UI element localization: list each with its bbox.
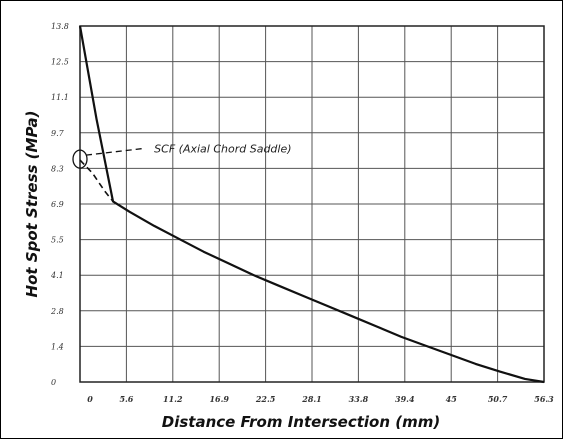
y-tick-label: 0 (51, 378, 56, 387)
annotation-group: SCF (Axial Chord Saddle) (72, 142, 292, 169)
x-tick-label: 28.1 (301, 394, 321, 404)
x-tick-label: 22.5 (255, 394, 276, 404)
y-tick-label: 4.1 (50, 271, 64, 280)
y-tick-label: 1.4 (51, 342, 64, 351)
plot-border (79, 25, 545, 383)
x-tick-label: 11.2 (163, 394, 183, 404)
annotation-ellipse (72, 149, 88, 169)
y-tick-label: 5.5 (51, 236, 64, 245)
y-tick-label: 6.9 (51, 200, 64, 209)
x-tick-label: 45 (446, 394, 458, 404)
series-group (78, 25, 545, 384)
y-tick-labels: 0 1.4 2.8 4.1 5.5 6.9 8.3 9.7 11.1 12.5 13.8 (50, 22, 69, 387)
series-line-solid (78, 25, 545, 384)
x-tick-label: 56.3 (534, 394, 554, 404)
x-tick-label: 16.9 (209, 394, 229, 404)
y-tick-label: 2.8 (50, 307, 64, 316)
grid (79, 25, 545, 383)
y-tick-label: 12.5 (51, 58, 69, 67)
x-tick-label: 39.4 (395, 394, 415, 404)
y-axis-label: Hot Spot Stress (MPa) (23, 111, 41, 298)
y-tick-label: 8.3 (51, 164, 64, 173)
x-tick-labels: 0 5.6 11.2 16.9 22.5 28.1 33.8 39.4 45 50.7 56.3 (87, 394, 554, 404)
y-tick-label: 9.7 (51, 129, 65, 138)
x-tick-label: 50.7 (488, 394, 508, 404)
annotation-text: SCF (Axial Chord Saddle) (154, 142, 291, 155)
y-tick-label: 13.8 (51, 22, 69, 31)
x-tick-label: 0 (87, 394, 93, 404)
x-tick-label: 5.6 (119, 394, 133, 404)
y-tick-label: 11.1 (51, 93, 69, 102)
x-axis-label: Distance From Intersection (mm) (162, 413, 440, 431)
x-tick-label: 33.8 (349, 394, 369, 404)
